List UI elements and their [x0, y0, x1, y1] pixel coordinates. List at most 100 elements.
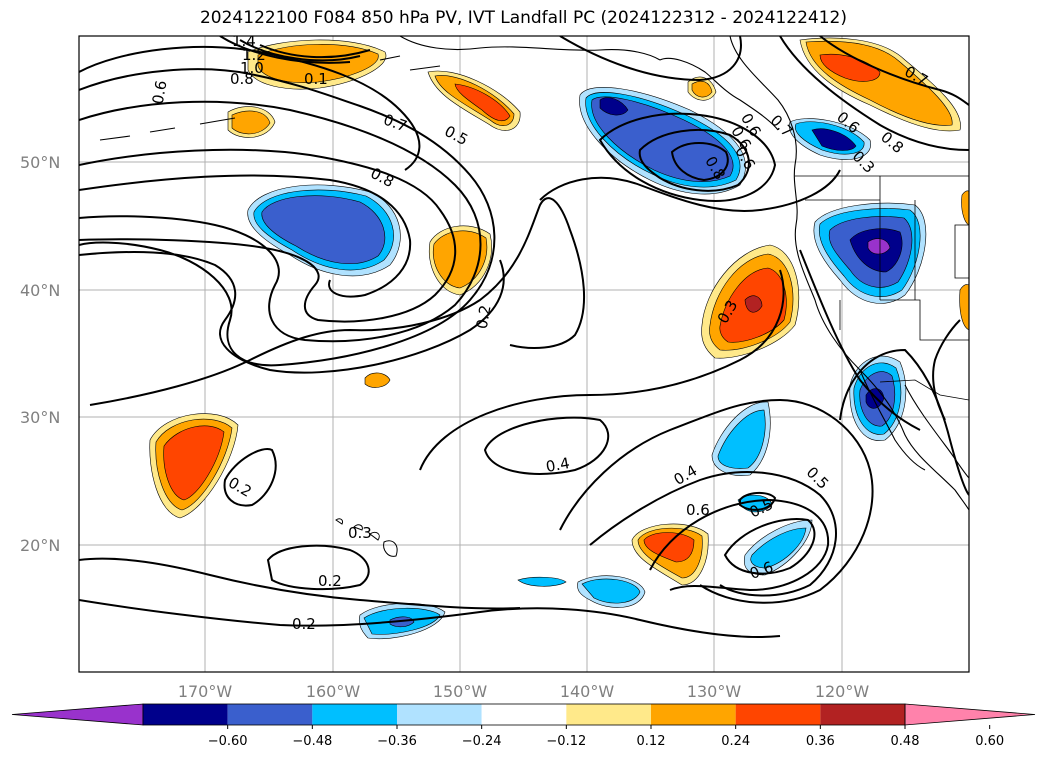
negative-anomaly-subtropical-2	[737, 494, 813, 576]
contour-line	[799, 249, 921, 431]
contour-label: 0.1	[304, 70, 328, 88]
contour-line	[79, 557, 521, 610]
lat-label-50: 50°N	[20, 153, 60, 172]
positive-anomaly-central-pacific	[428, 225, 492, 296]
colorbar-tick-label: 0.12	[637, 734, 666, 749]
contour-line	[649, 498, 830, 592]
coastline-alaska-panhandle	[659, 57, 779, 131]
contour-line	[539, 169, 841, 212]
positive-anomaly-north-pacific	[427, 70, 521, 131]
coastlines	[99, 36, 969, 511]
contour-line	[589, 471, 837, 597]
contour-line	[670, 142, 729, 182]
contour-line	[779, 36, 969, 151]
contour-line	[223, 448, 277, 507]
colorbar-tick-label: −0.24	[462, 734, 502, 749]
lat-label-30: 30°N	[20, 408, 60, 427]
contour-line	[79, 45, 421, 171]
island	[335, 518, 343, 525]
colorbar-tick-label: −0.36	[377, 734, 417, 749]
colorbar-tick-label: 0.36	[806, 734, 835, 749]
positive-anomaly-subtropical	[631, 523, 709, 586]
negative-anomaly-west-pacific-north	[247, 184, 401, 277]
map-frame	[78, 35, 970, 673]
lon-label-160w: 160°W	[306, 682, 361, 701]
contour-label: 0.4	[544, 454, 571, 476]
contour-line	[638, 129, 750, 192]
colorbar-swatch	[566, 704, 651, 725]
colorbar-tick-label: 0.24	[721, 734, 750, 749]
island	[369, 531, 380, 541]
contour-line	[739, 492, 777, 511]
positive-anomaly-rockies	[959, 190, 969, 331]
coastline-north-america	[729, 36, 969, 511]
lon-label-150w: 150°W	[433, 682, 488, 701]
negative-anomaly-alaska-coast	[789, 118, 871, 160]
contour-line	[79, 599, 781, 639]
lat-label-40: 40°N	[20, 281, 60, 300]
contour-line	[79, 251, 505, 374]
contour-line	[89, 197, 585, 406]
colorbar-swatch	[143, 704, 228, 725]
contour-label: 0.2	[318, 572, 342, 590]
positive-anomaly-gulf-small	[687, 76, 717, 101]
borders	[795, 175, 969, 401]
pv-contours	[79, 36, 969, 639]
lon-labels: 170°W 160°W 150°W 140°W 130°W 120°W	[178, 682, 870, 701]
contour-label: 1.2	[242, 46, 266, 64]
contour-line	[819, 36, 969, 106]
negative-anomaly-northwest-us	[813, 202, 927, 304]
contour-label: 0.8	[230, 70, 254, 88]
contour-label: 0.2	[473, 304, 495, 331]
lon-label-120w: 120°W	[815, 682, 870, 701]
contour-line	[598, 112, 777, 202]
colorbar-swatch	[481, 704, 567, 725]
hawaii-islands	[335, 518, 398, 557]
positive-anomaly-northeast	[799, 37, 961, 132]
colorbar-swatch	[735, 704, 821, 725]
negative-anomaly-gulf-alaska	[579, 87, 746, 195]
lat-labels: 50°N 40°N 30°N 20°N	[20, 153, 60, 555]
contour-label: 0.2	[292, 615, 316, 633]
lat-label-20: 20°N	[20, 536, 60, 555]
colorbar-frame	[142, 703, 906, 726]
colorbar-tick-label: −0.60	[208, 734, 248, 749]
state-borders	[805, 176, 969, 341]
contour-line	[79, 68, 496, 367]
contour-line	[79, 174, 412, 298]
lon-label-170w: 170°W	[178, 682, 233, 701]
contour-line	[932, 319, 961, 421]
contour-label: 0.6	[149, 79, 171, 106]
coastline-aleutians	[99, 55, 441, 141]
colorbar-swatch	[227, 704, 313, 725]
colorbar-tick-label: −0.12	[546, 734, 586, 749]
negative-anomaly-subtropical-1	[711, 401, 771, 476]
contour-label: 0.3	[348, 524, 372, 542]
colorbar-swatch	[397, 704, 482, 725]
contour-label: 1.4	[232, 32, 256, 50]
contour-line	[839, 348, 969, 496]
lon-label-130w: 130°W	[687, 682, 742, 701]
colorbar-tick-label: 0.48	[891, 734, 920, 749]
contour-line	[559, 36, 742, 82]
contour-line	[723, 518, 816, 575]
island	[353, 524, 363, 531]
colorbar-extend-min	[11, 703, 144, 726]
contour-line	[266, 544, 370, 591]
coastline-gulf-california	[904, 384, 969, 479]
contour-line	[559, 398, 874, 604]
contour-line	[219, 36, 371, 64]
island	[383, 540, 398, 557]
colorbar-swatch	[312, 704, 397, 725]
lon-label-140w: 140°W	[560, 682, 615, 701]
map-title: 2024122100 F084 850 hPa PV, IVT Landfall…	[199, 8, 847, 28]
colorbar-tick-label: −0.48	[292, 734, 332, 749]
contour-label: 1.0	[240, 59, 264, 77]
ivt-shading	[149, 37, 969, 640]
colorbar-tick-label: 0.60	[975, 734, 1004, 749]
positive-anomaly-alaska-small	[227, 106, 276, 138]
contour-line	[79, 148, 457, 323]
contour-line	[483, 416, 610, 475]
positive-anomaly-west-pacific	[149, 413, 239, 519]
